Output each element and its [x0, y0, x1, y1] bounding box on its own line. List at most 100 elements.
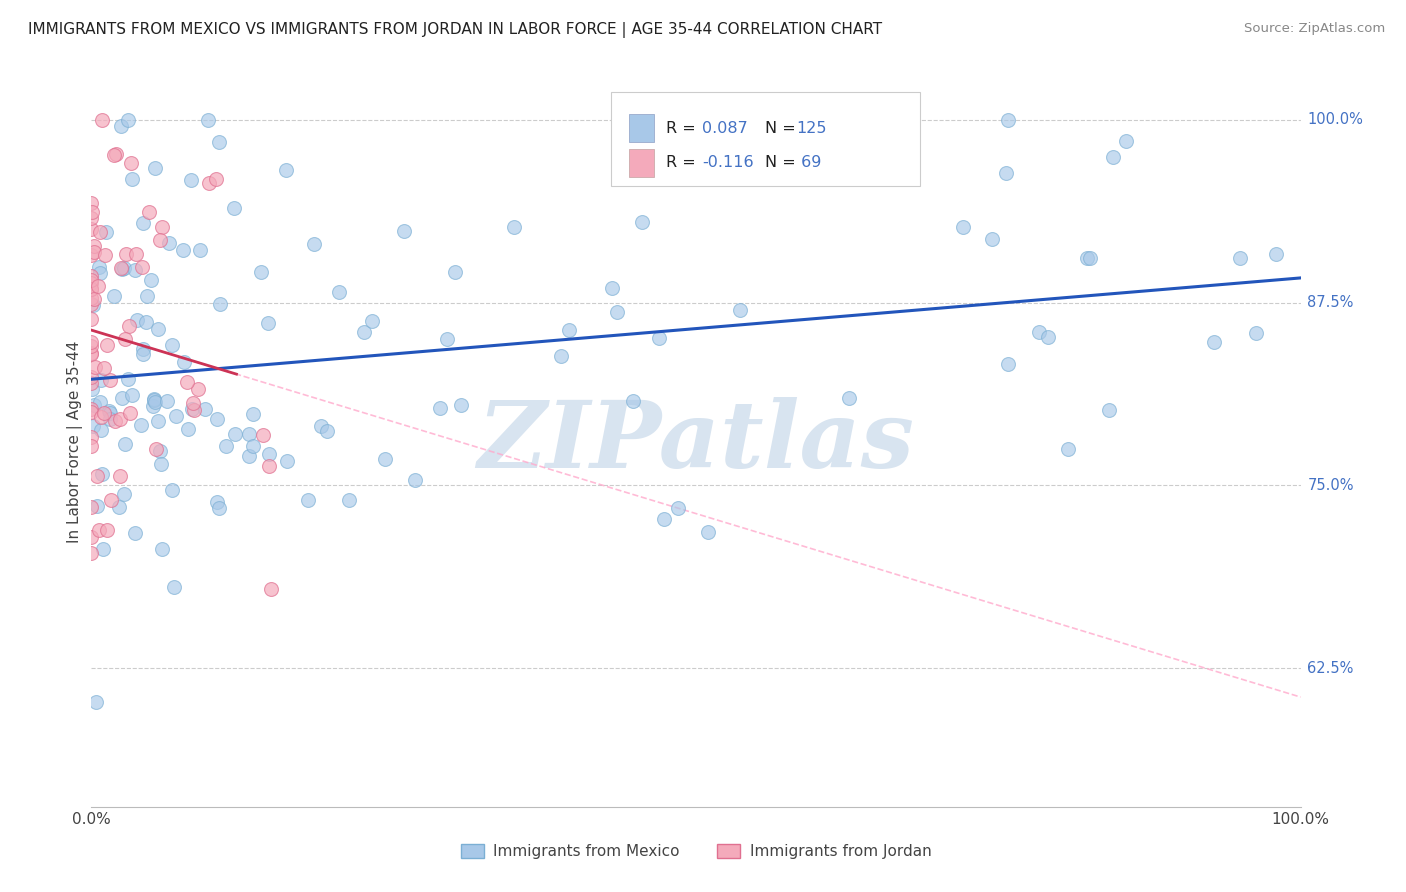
Point: [148, 322, 170, 336]
Point: [125, 313, 148, 327]
Point: [111, 261, 134, 276]
Point: [503, 220, 526, 235]
Point: [94, 248, 117, 262]
Point: [150, 220, 173, 235]
Point: [80, 269, 103, 284]
FancyBboxPatch shape: [630, 149, 654, 177]
Point: [173, 355, 195, 369]
Text: 62.5%: 62.5%: [1308, 661, 1354, 676]
Point: [297, 493, 319, 508]
Point: [208, 500, 231, 515]
Point: [150, 541, 173, 556]
Point: [252, 428, 274, 442]
Point: [80, 282, 103, 296]
Point: [89, 260, 111, 274]
Point: [80, 291, 103, 305]
Point: [87, 279, 110, 293]
Point: [80, 401, 103, 416]
Point: [80, 276, 103, 290]
Point: [146, 414, 169, 428]
Point: [208, 135, 231, 149]
Point: [238, 427, 260, 442]
Point: [124, 247, 146, 261]
Text: ZIPatlas: ZIPatlas: [478, 397, 914, 486]
Point: [1265, 247, 1288, 261]
Point: [1097, 403, 1119, 417]
Point: [394, 223, 416, 237]
Point: [190, 243, 212, 257]
Text: 69: 69: [796, 155, 821, 170]
Point: [98, 406, 121, 420]
Point: [558, 323, 581, 337]
Point: [260, 582, 283, 596]
Point: [83, 244, 105, 259]
Point: [302, 237, 325, 252]
Point: [141, 273, 163, 287]
Point: [110, 119, 132, 133]
Text: 75.0%: 75.0%: [1308, 478, 1354, 493]
Point: [97, 403, 120, 417]
Point: [353, 325, 375, 339]
Point: [114, 332, 136, 346]
Point: [606, 305, 628, 319]
Point: [981, 232, 1004, 246]
Point: [1076, 251, 1098, 265]
Point: [150, 457, 173, 471]
Point: [89, 266, 111, 280]
Point: [82, 418, 104, 433]
Point: [82, 205, 104, 219]
Point: [697, 524, 720, 539]
Point: [995, 166, 1018, 180]
Point: [256, 316, 278, 330]
Point: [952, 219, 974, 234]
Point: [121, 387, 143, 401]
Point: [80, 370, 103, 384]
Point: [1028, 325, 1050, 339]
Point: [141, 399, 163, 413]
Point: [83, 359, 105, 374]
Point: [93, 406, 115, 420]
Point: [80, 430, 103, 444]
Point: [143, 393, 166, 408]
Point: [224, 426, 246, 441]
Point: [276, 454, 298, 468]
Point: [207, 412, 229, 426]
Point: [257, 446, 280, 460]
Point: [337, 493, 360, 508]
Point: [135, 315, 157, 329]
Point: [142, 392, 165, 406]
Point: [118, 318, 141, 333]
Point: [138, 205, 160, 219]
Point: [180, 173, 202, 187]
Point: [103, 289, 125, 303]
Point: [163, 580, 186, 594]
Point: [652, 512, 675, 526]
Point: [80, 500, 103, 514]
Point: [208, 296, 231, 310]
Point: [84, 695, 107, 709]
Point: [143, 161, 166, 175]
Point: [112, 487, 135, 501]
Text: R =: R =: [666, 121, 700, 136]
Point: [80, 282, 103, 296]
Point: [114, 436, 136, 450]
FancyBboxPatch shape: [612, 92, 920, 186]
Point: [80, 311, 103, 326]
Point: [160, 483, 183, 497]
Point: [404, 473, 426, 487]
Point: [111, 391, 134, 405]
Point: [90, 409, 112, 424]
Point: [90, 423, 112, 437]
Point: [108, 500, 131, 515]
Point: [165, 409, 187, 423]
Point: [177, 422, 200, 436]
Text: 0.087: 0.087: [702, 121, 748, 136]
Point: [436, 332, 458, 346]
Point: [309, 419, 332, 434]
Point: [117, 372, 139, 386]
Point: [1101, 150, 1123, 164]
Point: [80, 196, 103, 211]
Point: [121, 172, 143, 186]
Point: [1244, 326, 1267, 340]
Point: [600, 281, 623, 295]
